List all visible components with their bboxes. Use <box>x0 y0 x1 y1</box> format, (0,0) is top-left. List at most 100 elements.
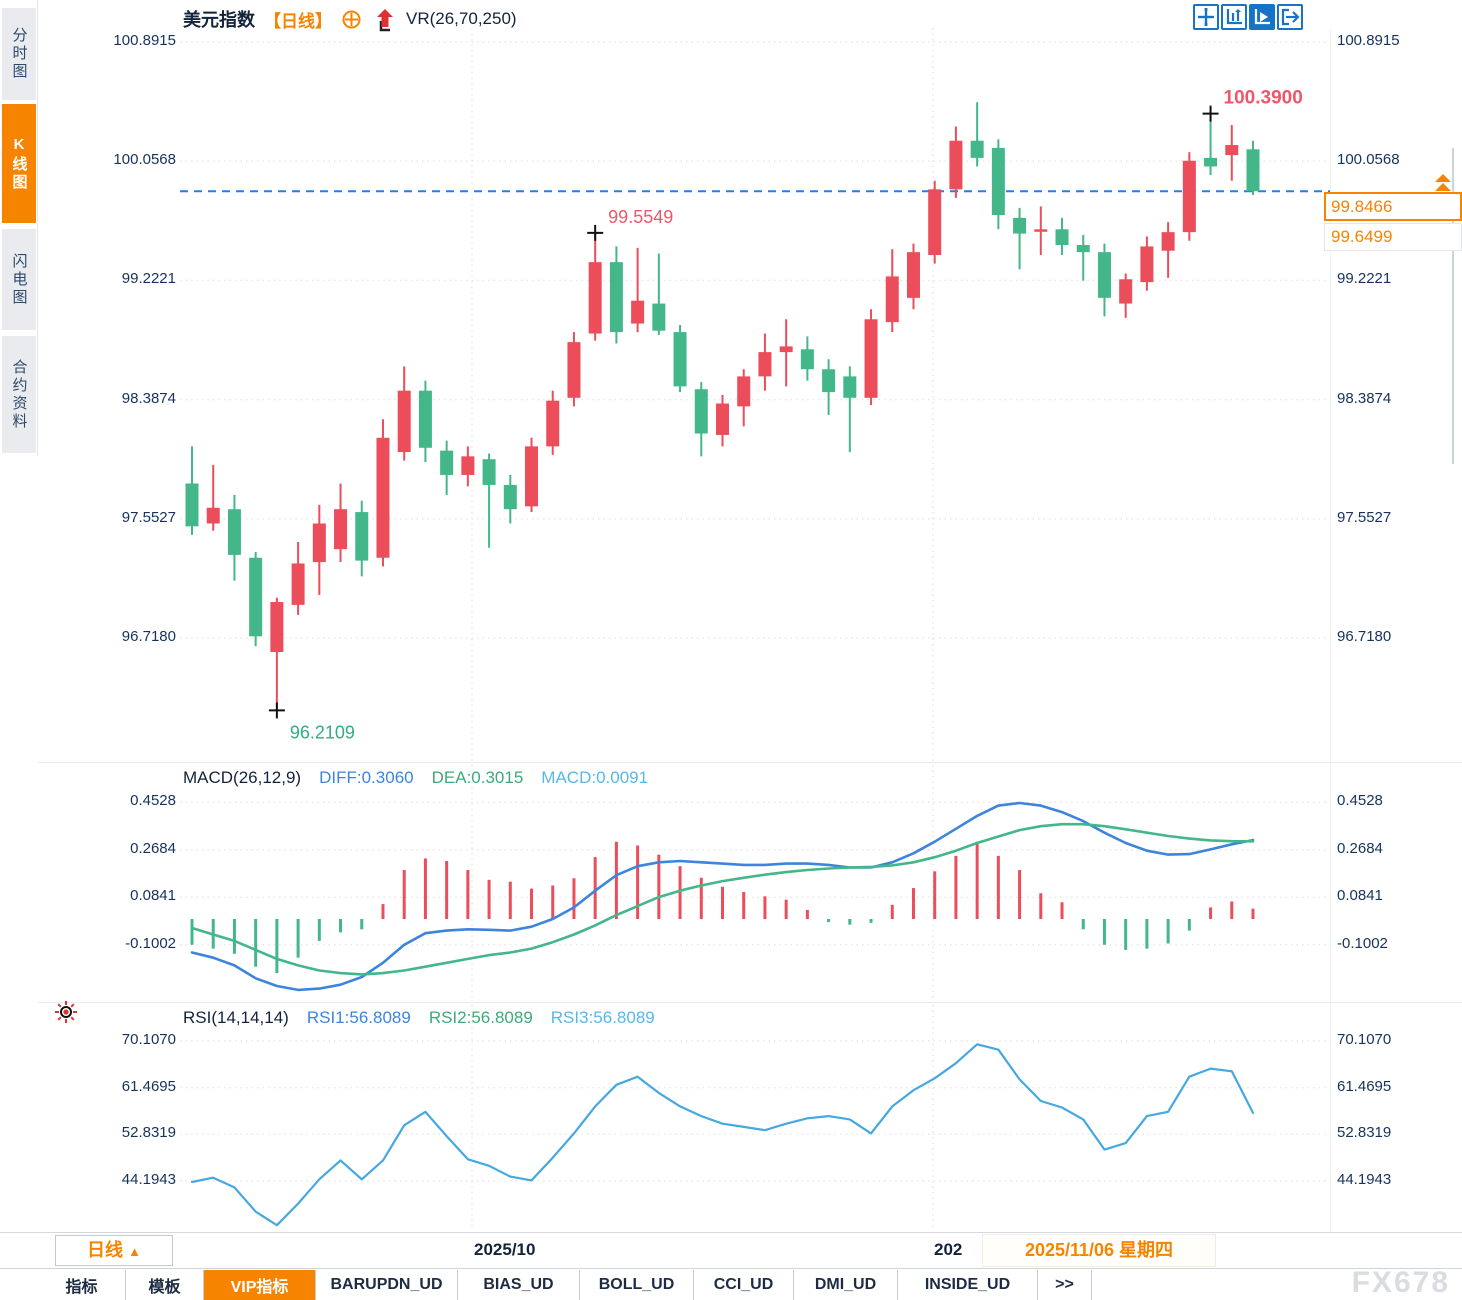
candle <box>355 512 369 561</box>
candle <box>716 403 729 435</box>
candle <box>249 557 263 637</box>
axis-tick-label: -0.1002 <box>125 934 176 952</box>
candle <box>482 459 496 485</box>
axis-tick-label: 0.0841 <box>1337 887 1383 905</box>
red-up-arrow-icon[interactable] <box>375 7 397 32</box>
xaxis-partial-label: 202 <box>934 1240 963 1259</box>
pointer-play-icon[interactable] <box>1249 4 1275 30</box>
price-extreme-label: 96.2109 <box>290 722 355 742</box>
price-candlestick-pane[interactable]: 96.2109 99.5549 100.3900 <box>180 28 1330 762</box>
candle <box>800 349 814 370</box>
macd-diff-value: DIFF:0.3060 <box>319 768 414 787</box>
bottom-tab-6[interactable]: BOLL_UD <box>580 1270 694 1300</box>
rsi-name: RSI(14,14,14) <box>183 1008 289 1027</box>
plot-right-edge <box>1330 30 1331 1232</box>
candle <box>546 400 560 447</box>
candle <box>991 147 1005 216</box>
bottom-tab-4[interactable]: BARUPDN_UD <box>316 1270 458 1300</box>
rsi-header: RSI(14,14,14) RSI1:56.8089 RSI2:56.8089 … <box>183 1008 655 1028</box>
candle <box>503 484 517 510</box>
sidebar-tab-1[interactable]: 分时图 <box>2 8 36 100</box>
watermark: FX678 <box>1351 1266 1450 1299</box>
overlay-indicator-label[interactable]: VR(26,70,250) <box>406 9 517 28</box>
candle <box>1119 279 1133 304</box>
candle <box>418 390 432 448</box>
axis-scale-icon[interactable] <box>1221 4 1247 30</box>
candle <box>885 276 899 323</box>
candle <box>461 456 475 475</box>
axis-tick-label: 44.1943 <box>121 1170 176 1188</box>
candle <box>864 319 878 398</box>
period-selector-button[interactable]: 日线 ▲ <box>55 1235 173 1266</box>
macd-name: MACD(26,12,9) <box>183 768 302 787</box>
axis-tick-label: 0.0841 <box>130 887 176 905</box>
axis-tick-label: 61.4695 <box>1337 1077 1392 1095</box>
sidebar-tab-2[interactable]: K线图 <box>2 104 36 223</box>
candle <box>440 450 454 475</box>
indicator-tab-bar: 指标 模板 VIP指标 BARUPDN_UD BIAS_UD BOLL_UD CCI_UD D… <box>38 1270 1092 1300</box>
rsi1-value: RSI1:56.8089 <box>306 1008 411 1027</box>
bottom-tab-10[interactable]: >> <box>1038 1270 1092 1300</box>
sidebar-tab-4[interactable]: 合约资料 <box>2 336 36 453</box>
axis-tick-label: 52.8319 <box>121 1124 176 1142</box>
price-extreme-label: 100.3900 <box>1224 88 1303 109</box>
axis-tick-label: -0.1002 <box>1337 934 1388 952</box>
scrollbar-thumb[interactable] <box>1452 148 1454 464</box>
candle <box>1034 229 1048 232</box>
bottom-tab-1[interactable]: 指标 <box>38 1270 126 1300</box>
candle <box>291 563 305 605</box>
axis-tick-label: 70.1070 <box>1337 1031 1392 1048</box>
candle <box>737 376 751 407</box>
sidebar-tab-3[interactable]: 闪电图 <box>2 229 36 330</box>
bottom-tab-8[interactable]: DMI_UD <box>794 1270 898 1300</box>
candle <box>694 389 708 434</box>
candle <box>779 346 793 353</box>
axis-tick-label: 97.5527 <box>1337 508 1392 526</box>
candle <box>376 437 390 558</box>
bottom-tab-9[interactable]: INSIDE_UD <box>898 1270 1038 1300</box>
rsi-pane[interactable] <box>180 1005 1330 1230</box>
candle <box>397 390 411 453</box>
candle <box>970 140 984 158</box>
sidebar <box>0 0 38 456</box>
candle <box>631 300 645 324</box>
axis-tick-label: 96.7180 <box>1337 628 1392 646</box>
bottom-tab-5[interactable]: BIAS_UD <box>458 1270 580 1300</box>
axis-tick-label: 97.5527 <box>121 508 176 526</box>
divider-price-macd <box>38 762 1462 763</box>
axis-tick-label: 99.2221 <box>121 270 176 288</box>
circle-crosshair-icon[interactable] <box>341 9 362 30</box>
bottom-tab-3[interactable]: VIP指标 <box>204 1270 316 1300</box>
candle <box>652 303 666 331</box>
candle <box>567 342 581 398</box>
candle <box>906 252 920 298</box>
export-pane-icon[interactable] <box>1277 4 1303 30</box>
period-tag[interactable]: 【日线】 <box>264 11 332 31</box>
sun-marker-icon[interactable] <box>54 1000 78 1024</box>
candle <box>1140 246 1154 283</box>
candle <box>1204 157 1218 167</box>
price-up-arrows-icon <box>1435 174 1451 192</box>
candle <box>206 507 220 524</box>
candle <box>1076 245 1090 253</box>
bottom-tab-7[interactable]: CCI_UD <box>694 1270 794 1300</box>
axis-tick-label: 100.8915 <box>113 32 176 49</box>
candle <box>227 509 241 555</box>
up-triangle-icon: ▲ <box>128 1244 141 1259</box>
candle <box>1055 229 1069 246</box>
candle <box>1246 149 1260 192</box>
bottom-tab-2[interactable]: 模板 <box>126 1270 204 1300</box>
candle <box>1182 160 1196 233</box>
crosshair-move-icon[interactable] <box>1193 4 1219 30</box>
axis-tick-label: 100.0568 <box>1337 151 1400 169</box>
crosshair-date-tooltip: 2025/11/06 星期四 <box>982 1234 1216 1267</box>
axis-tick-label: 70.1070 <box>121 1031 176 1048</box>
candle <box>525 446 539 507</box>
candle <box>673 332 687 387</box>
axis-tick-label: 98.3874 <box>121 389 176 407</box>
macd-pane[interactable] <box>180 765 1330 1000</box>
xaxis-row: 日线 ▲ 2025/10 202 2025/11/06 星期四 <box>0 1232 1462 1269</box>
price-extreme-label: 99.5549 <box>608 207 673 227</box>
axis-tick-label: 0.2684 <box>1337 839 1383 857</box>
